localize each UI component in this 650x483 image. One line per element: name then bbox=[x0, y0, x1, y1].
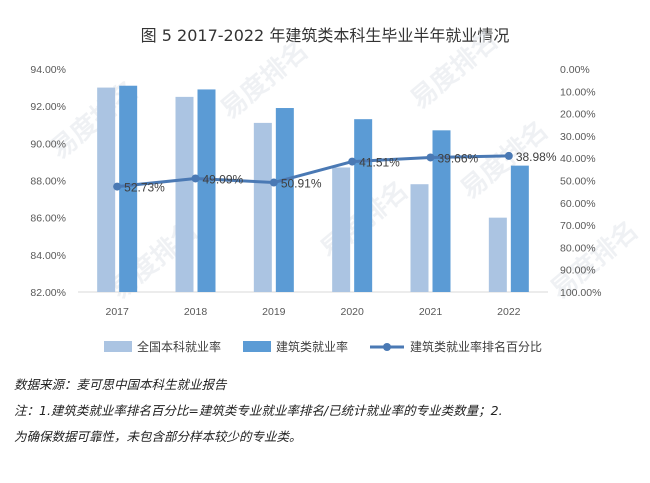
left-axis-tick-label: 84.00% bbox=[30, 250, 66, 262]
watermark-text: 易度排名 bbox=[405, 25, 505, 116]
right-axis-tick-label: 10.00% bbox=[560, 86, 596, 98]
x-axis-tick-label: 2017 bbox=[105, 306, 129, 318]
legend-national-swatch bbox=[104, 341, 132, 352]
national-rate-bar bbox=[410, 184, 429, 292]
architecture-rate-bar bbox=[354, 119, 373, 292]
right-axis-tick-label: 50.00% bbox=[560, 176, 596, 188]
x-axis-tick-label: 2022 bbox=[497, 306, 521, 318]
source-note: 数据来源：麦可思中国本科生就业报告 bbox=[14, 377, 227, 392]
right-axis-tick-label: 70.00% bbox=[560, 220, 596, 232]
x-axis-tick-label: 2021 bbox=[419, 306, 443, 318]
notes-block: 数据来源：麦可思中国本科生就业报告 注：1.建筑类就业率排名百分比=建筑类专业就… bbox=[14, 372, 639, 450]
ranking-data-label: 52.73% bbox=[124, 181, 165, 195]
legend: 全国本科就业率 建筑类就业率 建筑类就业率排名百分比 bbox=[104, 339, 542, 354]
right-axis-tick-label: 80.00% bbox=[560, 242, 596, 254]
right-axis-tick-label: 60.00% bbox=[560, 198, 596, 210]
national-rate-bar bbox=[253, 122, 272, 293]
chart-canvas: 易度排名易度排名易度排名易度排名易度排名易度排名易度排名 94.00%92.00… bbox=[30, 25, 644, 354]
national-rate-bar bbox=[332, 167, 351, 292]
architecture-rate-bar bbox=[275, 108, 294, 293]
left-axis-ticks: 94.00% 92.00% 90.00% 88.00% 86.00% 84.00% 82.0… bbox=[30, 64, 66, 299]
legend-line-marker bbox=[383, 343, 391, 351]
national-rate-bar bbox=[97, 87, 116, 292]
right-axis-tick-label: 100.00% bbox=[560, 287, 601, 299]
left-axis-tick-label: 82.00% bbox=[30, 287, 66, 299]
x-axis-ticks: 2017 2018 2019 2020 2021 2022 bbox=[105, 306, 520, 318]
ranking-data-label: 50.91% bbox=[281, 177, 322, 191]
ranking-point bbox=[191, 174, 200, 183]
legend-label: 建筑类就业率排名百分比 bbox=[410, 339, 542, 354]
ranking-point bbox=[269, 178, 278, 187]
left-axis-tick-label: 88.00% bbox=[30, 176, 66, 188]
legend-architecture-swatch bbox=[243, 341, 271, 352]
left-axis-tick-label: 86.00% bbox=[30, 213, 66, 225]
architecture-rate-bar bbox=[432, 130, 451, 292]
national-rate-bar bbox=[175, 96, 194, 292]
right-axis-ticks: 0.00% 10.00% 20.00% 30.00% 40.00% 50.00% 60.00… bbox=[560, 64, 601, 299]
architecture-rate-bar bbox=[197, 89, 216, 292]
right-axis-tick-label: 30.00% bbox=[560, 131, 596, 143]
ranking-point bbox=[426, 153, 435, 162]
x-axis-tick-label: 2018 bbox=[184, 306, 208, 318]
ranking-data-label: 38.98% bbox=[516, 150, 557, 164]
left-axis-tick-label: 90.00% bbox=[30, 138, 66, 150]
line-series-layer: 52.73% 49.09% 50.91% 41.51% 39.66% 38.98% bbox=[113, 150, 557, 195]
x-axis-tick-label: 2020 bbox=[340, 306, 364, 318]
ranking-point bbox=[348, 157, 357, 166]
ranking-data-label: 41.51% bbox=[359, 156, 400, 170]
legend-label: 全国本科就业率 bbox=[137, 339, 221, 354]
architecture-rate-bar bbox=[510, 165, 529, 292]
footnote-line-2: 为确保数据可靠性，未包含部分样本较少的专业类。 bbox=[14, 429, 302, 444]
x-axis-tick-label: 2019 bbox=[262, 306, 286, 318]
bars-layer bbox=[97, 85, 529, 293]
ranking-line bbox=[117, 154, 509, 189]
right-axis-tick-label: 40.00% bbox=[560, 153, 596, 165]
legend-label: 建筑类就业率 bbox=[276, 339, 348, 354]
chart-title: 图 5 2017-2022 年建筑类本科生毕业半年就业情况 bbox=[140, 26, 510, 45]
right-axis-tick-label: 0.00% bbox=[560, 64, 590, 76]
watermark-text: 易度排名 bbox=[215, 35, 315, 126]
ranking-data-label: 39.66% bbox=[438, 151, 479, 165]
architecture-rate-bar bbox=[119, 85, 138, 292]
right-axis-tick-label: 90.00% bbox=[560, 265, 596, 277]
ranking-data-label: 49.09% bbox=[203, 172, 244, 186]
ranking-point bbox=[504, 151, 513, 160]
footnote-line-1: 注：1.建筑类就业率排名百分比=建筑类专业就业率排名/已统计就业率的专业类数量；… bbox=[14, 403, 503, 418]
left-axis-tick-label: 92.00% bbox=[30, 101, 66, 113]
right-axis-tick-label: 20.00% bbox=[560, 109, 596, 121]
left-axis-tick-label: 94.00% bbox=[30, 64, 66, 76]
national-rate-bar bbox=[488, 217, 507, 292]
ranking-point bbox=[113, 182, 122, 191]
